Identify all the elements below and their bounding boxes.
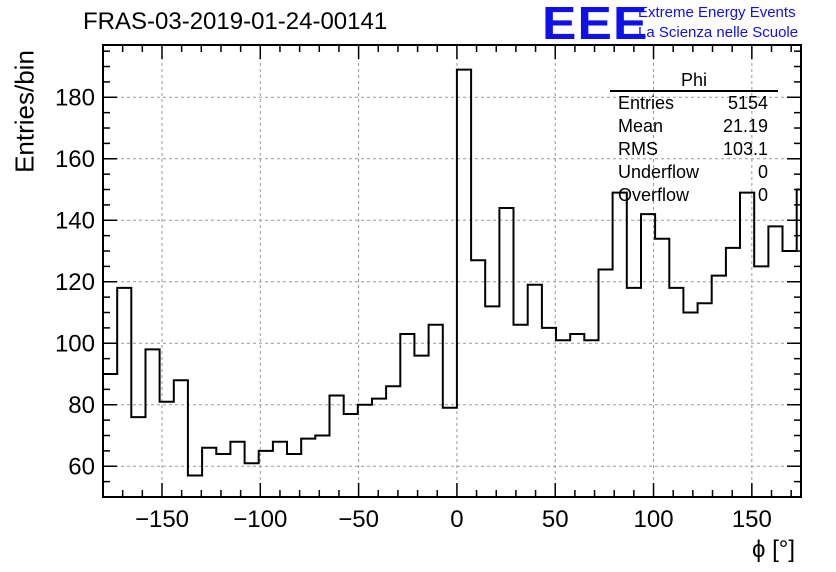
y-tick-label: 100: [55, 330, 95, 357]
plot-title: FRAS-03-2019-01-24-00141: [83, 8, 388, 35]
histogram-step-line: [103, 68, 801, 477]
stats-box: Phi Entries 5154 Mean 21.19 RMS 103.1 Un…: [610, 70, 778, 207]
y-tick-label: 180: [55, 84, 95, 111]
axis-ticks: [102, 45, 801, 498]
y-tick-label: 60: [68, 453, 95, 480]
y-tick-label: 140: [55, 207, 95, 234]
x-tick-label: −150: [135, 506, 189, 533]
x-tick-label: 150: [732, 506, 772, 533]
stat-value: 103.1: [722, 139, 768, 159]
y-tick-label: 160: [55, 146, 95, 173]
axis-tick-labels: −150 −100 −50 0 50 100 150 60 80 100 120 140 160 180: [55, 84, 772, 533]
y-tick-label: 80: [68, 392, 95, 419]
stat-value: 21.19: [722, 116, 768, 136]
plot-frame: [102, 44, 802, 498]
x-tick-label: 100: [634, 506, 674, 533]
stat-value: 5154: [727, 93, 768, 113]
stat-label: Mean: [618, 116, 664, 136]
stat-row: Mean 21.19: [610, 115, 778, 138]
stat-label: Overflow: [618, 185, 690, 205]
logo-line-1: Extreme Energy Events: [638, 4, 796, 21]
stat-label: Underflow: [618, 162, 700, 182]
stat-label: RMS: [618, 139, 658, 159]
stat-value: 0: [757, 162, 768, 182]
stat-value: 0: [757, 185, 768, 205]
x-tick-label: 50: [542, 506, 569, 533]
stats-title: Phi: [610, 70, 778, 92]
y-tick-label: 120: [55, 269, 95, 296]
x-tick-label: −100: [233, 506, 287, 533]
x-axis-label: ϕ [°]: [752, 536, 796, 563]
logo-line-2: La Scienza nelle Scuole: [638, 24, 799, 41]
stat-row: Underflow 0: [610, 161, 778, 184]
stat-row: Overflow 0: [610, 184, 778, 207]
x-tick-label: 0: [450, 506, 463, 533]
eee-logo: EEE: [542, 0, 649, 49]
stat-row: Entries 5154: [610, 92, 778, 115]
y-axis-label: Entries/bin: [9, 50, 40, 173]
x-tick-label: −50: [338, 506, 379, 533]
stat-label: Entries: [618, 93, 675, 113]
grid-lines: [103, 45, 801, 497]
stat-row: RMS 103.1: [610, 138, 778, 161]
